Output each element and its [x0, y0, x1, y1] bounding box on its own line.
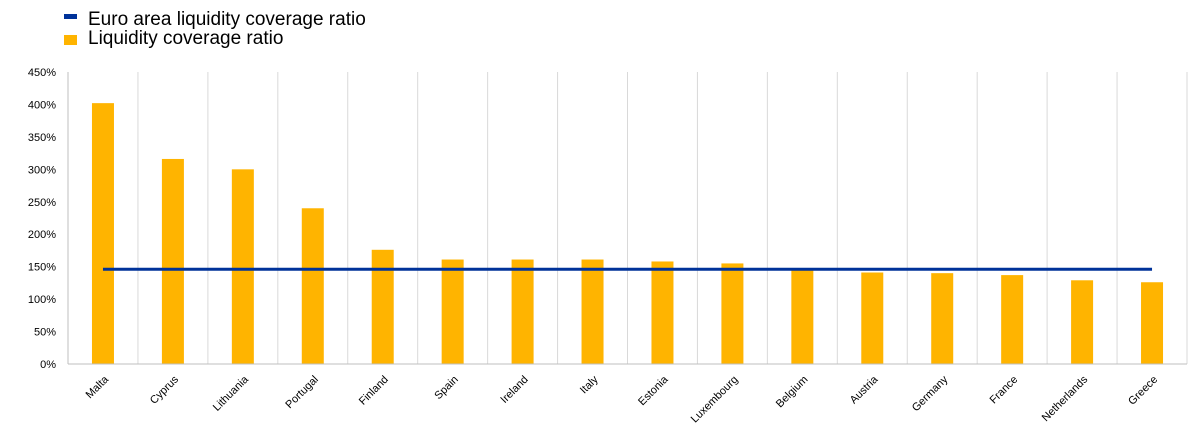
x-tick-label: Finland [357, 374, 391, 408]
x-tick-label: Luxembourg [689, 374, 741, 426]
y-tick-label: 350% [28, 132, 56, 144]
bar-netherlands [1071, 280, 1094, 364]
x-tick-label: Ireland [498, 374, 530, 406]
x-tick-label: Lithuania [211, 373, 252, 414]
x-tick-label: Portugal [283, 374, 320, 411]
y-tick-label: 200% [28, 229, 56, 241]
y-tick-label: 450% [28, 67, 56, 79]
x-tick-label: Germany [910, 373, 951, 414]
bar-belgium [791, 268, 814, 364]
bar-luxembourg [721, 263, 744, 364]
y-tick-label: 100% [28, 294, 56, 306]
gridlines [67, 72, 1188, 364]
y-tick-label: 50% [34, 327, 56, 339]
legend: Euro area liquidity coverage ratio Liqui… [64, 9, 366, 49]
bar-france [1001, 275, 1024, 364]
bar-austria [861, 272, 884, 364]
y-tick-label: 150% [28, 262, 56, 274]
bar-ireland [511, 259, 534, 364]
x-tick-label: Greece [1126, 374, 1160, 408]
x-tick-label: Cyprus [148, 373, 181, 406]
bars [91, 103, 1164, 364]
bar-finland [371, 249, 394, 364]
bar-malta [91, 103, 114, 364]
bar-italy [581, 259, 604, 364]
bar-greece [1141, 282, 1164, 364]
bar-estonia [651, 261, 674, 364]
bar-germany [931, 273, 954, 364]
legend-label-euro-area: Euro area liquidity coverage ratio [88, 9, 366, 30]
legend-swatch-lcr [64, 35, 77, 45]
bar-spain [441, 259, 464, 364]
y-tick-label: 400% [28, 99, 56, 111]
legend-label-lcr: Liquidity coverage ratio [88, 28, 283, 49]
x-axis: Malta Cyprus Lithuania Portugal Finland Spain… [68, 363, 1187, 426]
legend-swatch-euro-area [64, 14, 77, 19]
bar-lithuania [231, 169, 254, 364]
bar-cyprus [161, 158, 184, 364]
y-tick-label: 250% [28, 197, 56, 209]
bar-portugal [301, 208, 324, 364]
x-tick-label: Italy [578, 373, 601, 396]
x-tick-label: Austria [848, 373, 881, 406]
y-tick-label: 0% [40, 359, 56, 371]
x-tick-label: Netherlands [1040, 373, 1091, 424]
y-tick-label: 300% [28, 164, 56, 176]
x-tick-label: France [988, 374, 1021, 407]
x-tick-label: Malta [84, 373, 112, 401]
x-tick-label: Estonia [636, 373, 671, 408]
x-tick-label: Belgium [774, 374, 811, 411]
y-axis: 0% 50% 100% 150% 200% 250% 300% 350% 400% 450% [28, 67, 69, 371]
x-tick-label: Spain [432, 374, 460, 402]
